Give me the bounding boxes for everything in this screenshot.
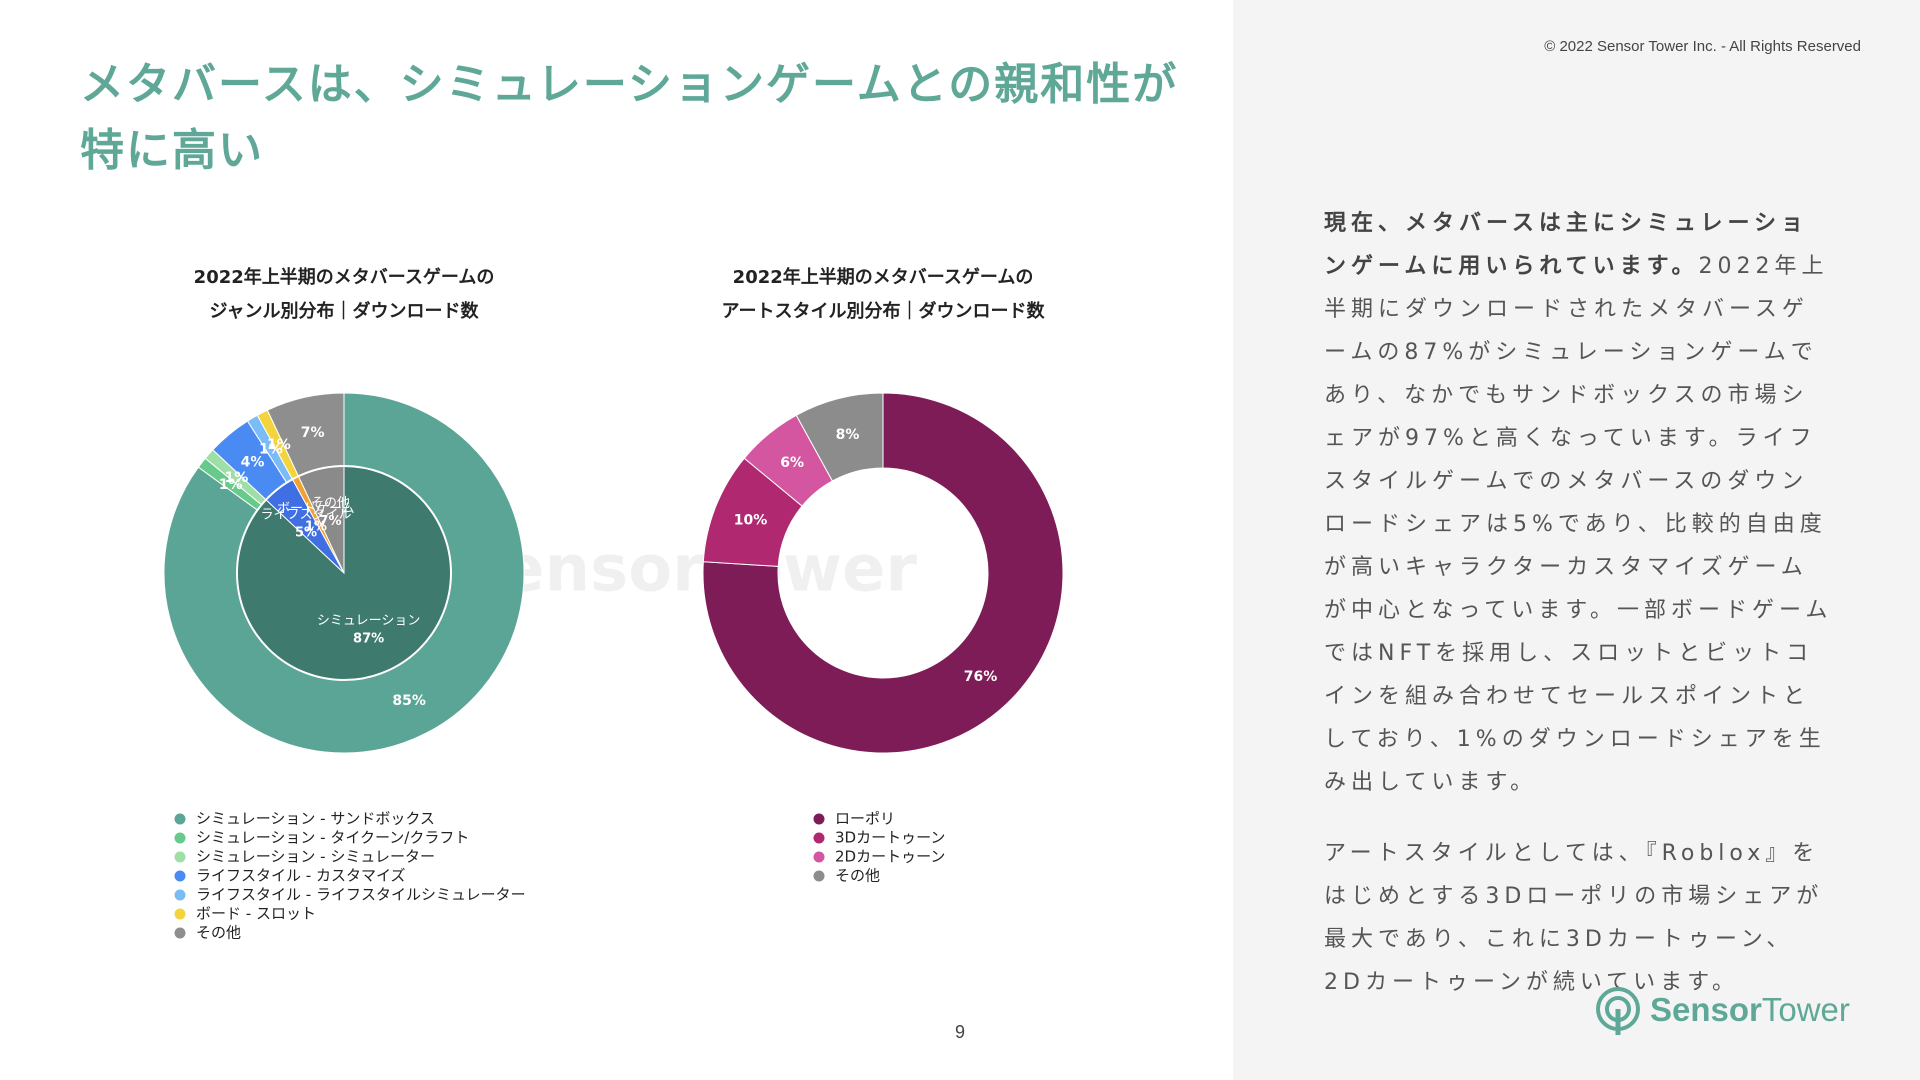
side-panel [1233,0,1920,1080]
title-line: 特に高い [80,125,264,176]
legend-swatch [174,832,186,844]
copyright: © 2022 Sensor Tower Inc. - All Rights Re… [1544,38,1861,55]
data-label: 6% [780,455,804,471]
paragraph: 現在、メタバースは主にシミュレーションゲームに用いられています。2022年上半期… [1324,202,1834,804]
legend-label: ライフスタイル - カスタマイズ [196,867,406,885]
data-label: 85% [392,693,426,709]
chart-title: 2022年上半期のメタバースゲームの [733,266,1034,288]
legend-swatch [174,813,186,825]
slice [702,392,1064,754]
data-label: 7% [301,425,325,441]
legend-label: 2Dカートゥーン [835,848,945,866]
chart-title: 2022年上半期のメタバースゲームの [194,266,495,288]
watermark: SensorTower [455,533,917,607]
data-label: 1% [267,437,291,453]
data-label: 1% [305,519,327,534]
data-label: 10% [734,513,768,529]
data-label: 8% [836,427,860,443]
legend-swatch [174,927,186,939]
legend-label: シミュレーション - タイクーン/クラフト [196,829,469,847]
title-line: メタバースは、シミュレーションゲームとの親和性が [80,59,1179,110]
slide-title: メタバースは、シミュレーションゲームとの親和性が 特に高い [80,52,1178,184]
legend-label: シミュレーション - シミュレーター [196,848,435,866]
paragraph-text: アートスタイルとしては、『Roblox』をはじめとする3Dローポリの市場シェアが… [1324,841,1824,995]
data-label: 76% [964,669,998,685]
paragraph: アートスタイルとしては、『Roblox』をはじめとする3Dローポリの市場シェアが… [1324,832,1834,1004]
lead-text: 現在、メタバースは主にシミュレーションゲームに用いられています。 [1324,211,1809,279]
legend-label: その他 [196,924,241,942]
logo-icon [1596,987,1640,1035]
logo-text: Sensor [1650,991,1762,1028]
slice-name: ボードゲーム [277,501,355,516]
slice [795,392,884,482]
data-label: 4% [241,454,265,470]
chart-title: ジャンル別分布｜ダウンロード数 [209,300,479,322]
data-label: 5% [295,526,317,541]
data-label: 1% [259,441,283,457]
legend-label: ボード - スロット [196,905,316,923]
page-number: 9 [954,1022,965,1042]
ring-border [236,465,452,681]
slice-name: シミュレーション [317,613,420,628]
data-label: 87% [353,631,384,646]
data-label: 1% [224,470,248,486]
legend-swatch [174,889,186,901]
legend-swatch [813,832,825,844]
logo-text: Tower [1761,991,1850,1028]
data-label: 1% [219,477,243,493]
charts: SensorTower 2022年上半期のメタバースゲームのジャンル別分布｜ダウ… [163,266,1064,942]
data-label: 7% [319,514,341,529]
chart-title: アートスタイル別分布｜ダウンロード数 [722,300,1046,322]
legend-label: ローポリ [835,810,895,828]
legend-label: その他 [835,867,880,885]
legend-swatch [813,813,825,825]
legend-label: シミュレーション - サンドボックス [196,810,435,828]
slice-name: ライフスタイル [260,508,351,523]
body-text: 現在、メタバースは主にシミュレーションゲームに用いられています。2022年上半期… [1324,202,1834,1032]
logo: Sensor Tower [1594,985,1850,1035]
legend-swatch [813,851,825,863]
legend-label: 3Dカートゥーン [835,829,945,847]
paragraph-text: 2022年上半期にダウンロードされたメタバースゲームの87%がシミュレーションゲ… [1324,254,1833,795]
slice-name: その他 [311,496,350,511]
legend-label: ライフスタイル - ライフスタイルシミュレーター [196,886,526,904]
legend-swatch [174,908,186,920]
legend-swatch [174,870,186,882]
legend-swatch [174,851,186,863]
legend-swatch [813,870,825,882]
